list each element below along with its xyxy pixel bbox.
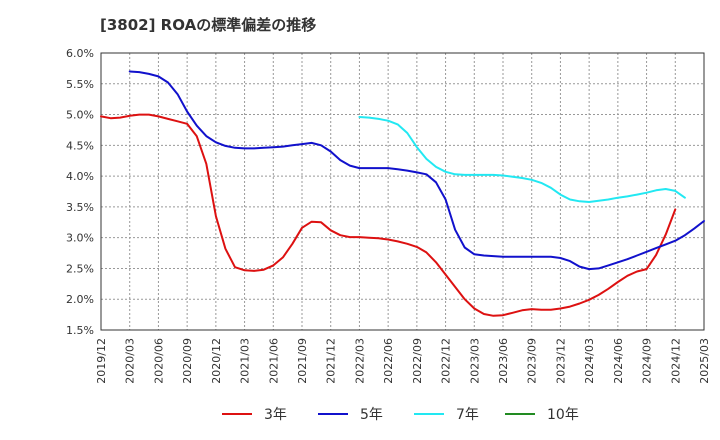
grid-lines [101,53,704,330]
y-tick-label: 1.5% [66,324,94,337]
x-tick-label: 2024/09 [641,338,654,384]
x-tick-label: 2022/12 [440,338,453,384]
x-tick-label: 2022/09 [411,338,424,384]
legend-label: 7年 [456,407,479,423]
x-tick-label: 2020/06 [152,338,165,384]
x-tick-label: 2021/06 [267,338,280,384]
series-lines [100,70,705,317]
series-line-5年 [128,70,705,271]
legend: 3年 5年 7年 10年 [222,407,579,423]
y-tick-label: 2.0% [66,293,94,306]
x-tick-label: 2020/03 [124,338,137,384]
x-tick-label: 2023/03 [468,338,481,384]
x-tick-label: 2024/06 [612,338,625,384]
plot-frame [100,52,705,331]
y-tick-label: 5.0% [66,109,94,122]
x-tick-label: 2022/03 [353,338,366,384]
y-tick-label: 5.5% [66,78,94,91]
series-line-3年 [100,113,677,317]
x-tick-label: 2021/03 [239,338,252,384]
x-tick-label: 2020/09 [181,338,194,384]
x-tick-label: 2021/09 [296,338,309,384]
x-tick-label: 2023/09 [526,338,539,384]
x-tick-label: 2023/12 [554,338,567,384]
y-tick-label: 3.0% [66,232,94,245]
y-tick-label: 4.0% [66,170,94,183]
x-tick-label: 2025/03 [698,338,711,384]
x-tick-label: 2024/12 [669,338,682,384]
y-tick-label: 3.5% [66,201,94,214]
legend-label: 3年 [264,407,287,423]
x-tick-label: 2021/12 [325,338,338,384]
chart-title: [3802] ROAの標準偏差の推移 [100,16,317,34]
x-axis-ticks: 2019/12 2020/03 2020/06 2020/09 2020/12 2021/… [95,338,711,384]
x-tick-label: 2019/12 [95,338,108,384]
legend-label: 5年 [360,407,383,423]
x-tick-label: 2022/06 [382,338,395,384]
y-tick-label: 6.0% [66,47,94,60]
x-tick-label: 2023/06 [497,338,510,384]
legend-label: 10年 [547,407,579,423]
x-tick-label: 2024/03 [583,338,596,384]
series-line-7年 [358,116,686,203]
y-tick-label: 2.5% [66,262,94,275]
y-axis-ticks: 1.5% 2.0% 2.5% 3.0% 3.5% 4.0% 4.5% 5.0% 5.5% 6.0% [66,47,94,337]
y-tick-label: 4.5% [66,139,94,152]
x-tick-label: 2020/12 [210,338,223,384]
